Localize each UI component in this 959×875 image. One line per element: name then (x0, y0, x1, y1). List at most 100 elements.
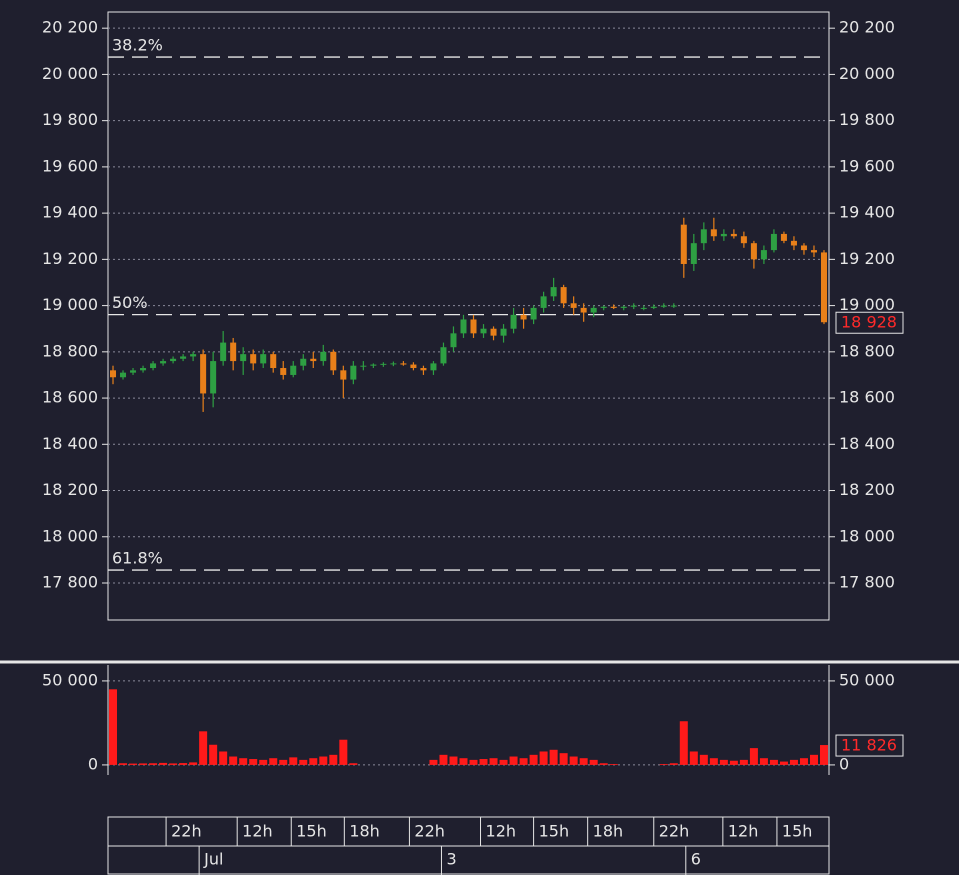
y-tick-label: 18 400 (42, 434, 98, 453)
candle-body (200, 354, 207, 394)
candle-body (770, 233, 777, 251)
candle-body (500, 328, 507, 336)
candle-body (350, 365, 357, 380)
last-price-label: 18 928 (841, 313, 897, 332)
volume-bar (799, 758, 808, 765)
y-tick-label-right: 19 800 (839, 110, 895, 129)
candle-body (540, 296, 547, 308)
x-tick-label: 15h (296, 822, 327, 841)
volume-bar (789, 759, 798, 765)
volume-bar (189, 762, 198, 765)
candle-body (160, 361, 167, 364)
volume-bar (659, 764, 668, 765)
volume-bar (459, 758, 468, 765)
volume-bar (429, 759, 438, 765)
candle-body (240, 354, 247, 362)
candle-body (270, 354, 277, 369)
y-tick-label: 18 800 (42, 341, 98, 360)
volume-bar (499, 759, 508, 765)
x-tick-label: 15h (539, 822, 570, 841)
candle-body (330, 351, 337, 371)
candle-body (810, 250, 817, 253)
volume-tick-label-right: 50 000 (839, 670, 895, 689)
volume-bar (729, 760, 738, 765)
y-tick-label: 19 600 (42, 156, 98, 175)
y-tick-label-right: 18 600 (839, 388, 895, 407)
volume-bar (709, 758, 718, 765)
candle-body (290, 365, 297, 375)
volume-tick-label-right: 0 (839, 754, 849, 773)
candle-body (740, 236, 747, 244)
volume-bar (249, 759, 258, 765)
volume-bar (519, 758, 528, 765)
volume-bar (299, 759, 308, 765)
volume-bar (809, 754, 818, 765)
candle-body (340, 370, 347, 380)
candle-body (640, 307, 647, 309)
candle-body (670, 305, 677, 307)
volume-bar (739, 759, 748, 765)
volume-bar (199, 731, 208, 765)
x-tick-label: 22h (414, 822, 445, 841)
candle-body (530, 307, 537, 320)
candle-body (690, 243, 697, 264)
candle-body (250, 354, 257, 364)
y-tick-label: 19 200 (42, 249, 98, 268)
last-volume-box (835, 734, 904, 757)
date-tick-label: Jul (203, 850, 223, 869)
candle-body (170, 358, 177, 362)
candle-body (700, 229, 707, 244)
candle-body (210, 361, 217, 394)
candle-body (720, 233, 727, 237)
x-tick-label: 18h (349, 822, 380, 841)
candle-body (430, 363, 437, 371)
y-tick-label: 18 600 (42, 388, 98, 407)
y-tick-label-right: 19 200 (839, 249, 895, 268)
date-tick-label: 6 (691, 850, 701, 869)
volume-bar (469, 759, 478, 765)
volume-tick-label: 0 (88, 754, 98, 773)
candle-body (610, 306, 617, 308)
candle-body (230, 342, 237, 362)
volume-bar (149, 763, 158, 765)
volume-bar (239, 758, 248, 765)
volume-bar (509, 756, 518, 765)
volume-bar (349, 763, 358, 765)
volume-bar (489, 758, 498, 765)
volume-bar (259, 759, 268, 765)
candle-body (140, 368, 147, 371)
volume-bar (529, 754, 538, 765)
candle-body (780, 233, 787, 241)
volume-bar (329, 754, 338, 765)
y-tick-label: 19 800 (42, 110, 98, 129)
volume-bar (179, 763, 188, 765)
candle-body (220, 342, 227, 362)
volume-bar (169, 763, 178, 765)
y-tick-label-right: 19 000 (839, 295, 895, 314)
last-volume-label: 11 826 (841, 736, 897, 755)
candle-body (560, 287, 567, 304)
volume-bar (319, 756, 328, 765)
candle-body (460, 319, 467, 334)
volume-bar (449, 756, 458, 765)
volume-bar (439, 754, 448, 765)
volume-bar (749, 748, 758, 765)
volume-bar (589, 759, 598, 765)
fib-label: 50% (112, 293, 148, 312)
candle-body (800, 245, 807, 251)
candle-body (150, 363, 157, 369)
candle-body (520, 314, 527, 320)
candle-body (370, 364, 377, 366)
volume-bar (779, 761, 788, 765)
candle-body (280, 368, 287, 375)
x-tick-label: 12h (242, 822, 273, 841)
volume-bar (719, 759, 728, 765)
candle-body (390, 363, 397, 365)
volume-bar (339, 739, 348, 765)
volume-bar (219, 751, 228, 765)
candle-body (470, 319, 477, 334)
candle-body (660, 305, 667, 307)
candle-body (120, 372, 127, 378)
y-tick-label: 17 800 (42, 573, 98, 592)
volume-bar (289, 757, 298, 765)
